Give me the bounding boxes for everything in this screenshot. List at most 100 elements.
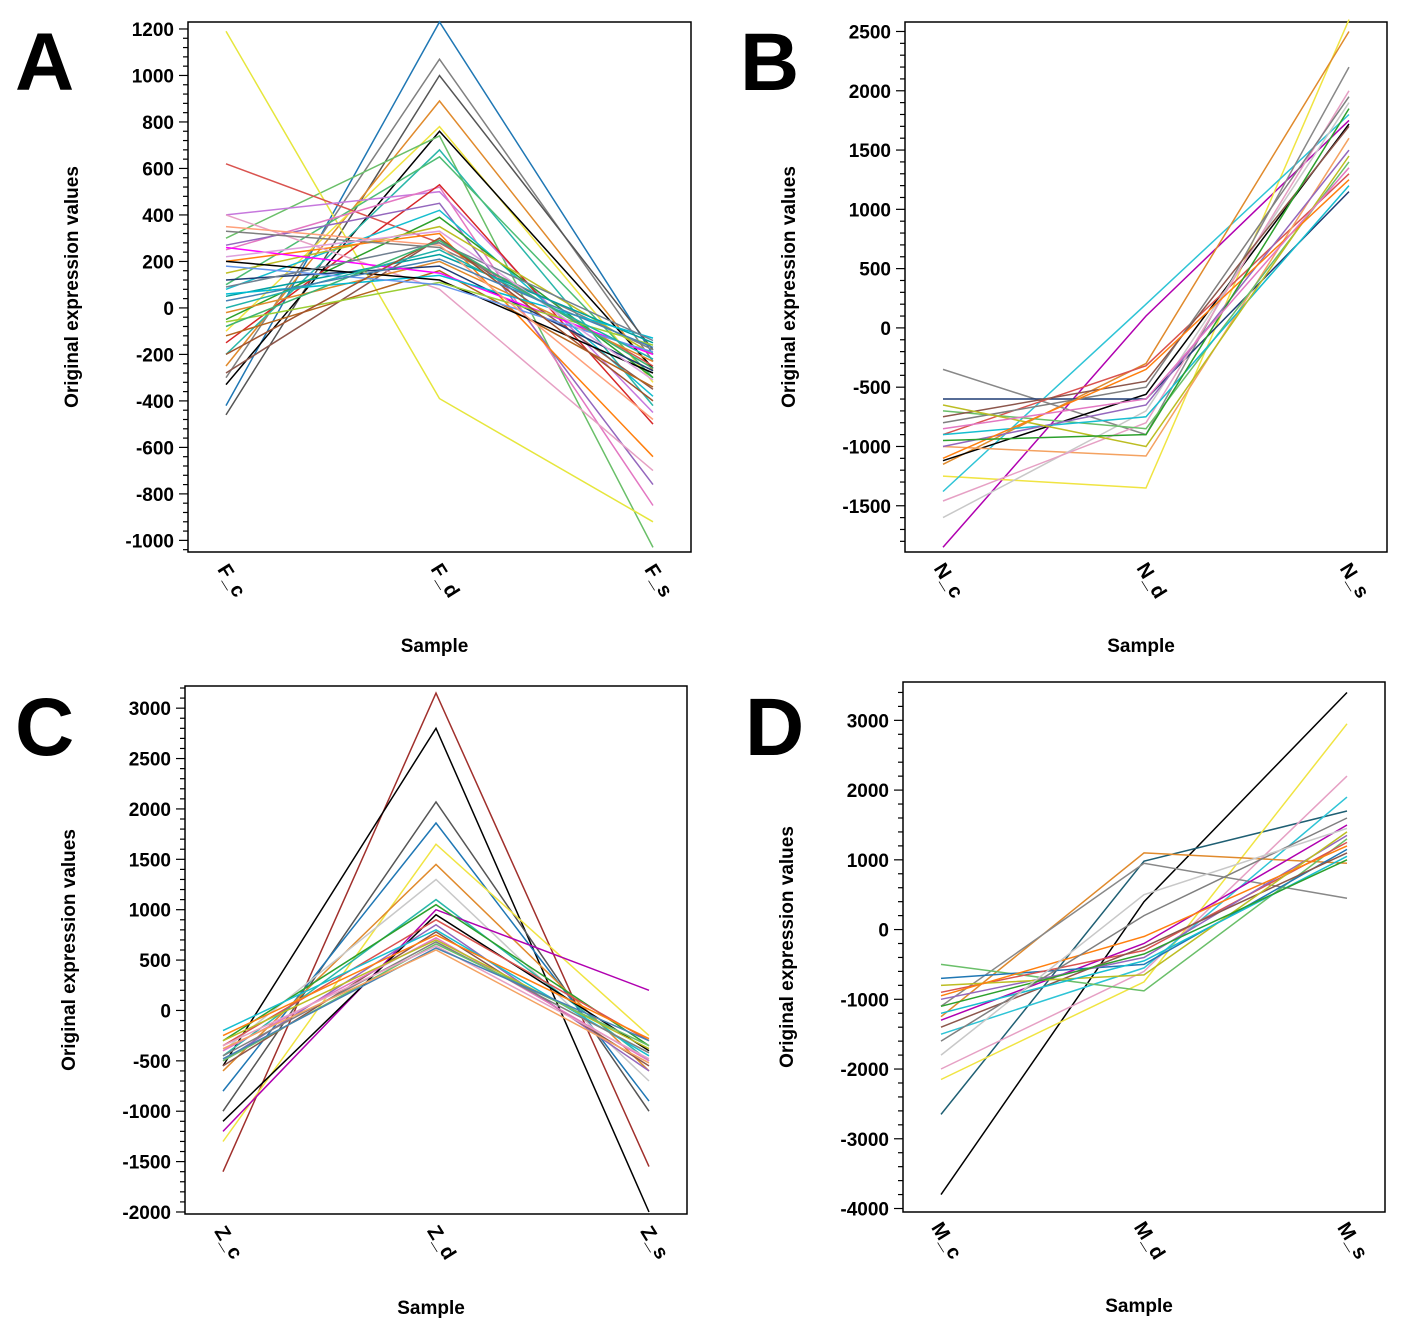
series-line-b-2 [942, 19, 1350, 489]
y-tick-label-b: -1000 [842, 437, 891, 458]
y-axis-title-c: Original expression values [59, 829, 80, 1071]
series-line-a-27 [225, 246, 654, 356]
series-line-a-13 [225, 186, 654, 506]
series-line-d-2 [940, 810, 1348, 1115]
series-line-d-19 [940, 827, 1348, 1056]
series-line-a-32 [225, 225, 654, 421]
series-line-a-23 [225, 253, 654, 344]
series-line-c-23 [222, 949, 650, 1064]
series-line-d-11 [940, 841, 1348, 994]
y-tick-label-b: 1500 [849, 141, 891, 162]
y-tick-label-b: 0 [880, 319, 891, 340]
series-line-b-10 [942, 102, 1350, 519]
panel-letter-a: A [15, 17, 74, 108]
y-tick-label-d: 1000 [847, 851, 889, 872]
y-tick-label-a: -400 [136, 392, 174, 413]
series-line-a-25 [225, 265, 654, 372]
series-line-c-5 [222, 843, 650, 1142]
y-tick-label-d: 2000 [847, 781, 889, 802]
y-tick-label-d: -1000 [840, 990, 889, 1011]
y-tick-label-a: -800 [136, 485, 174, 506]
series-line-b-13 [942, 96, 1350, 424]
series-group-d [940, 691, 1348, 1196]
y-axis-d: 3000 2000 1000 0 -1000 -2000 -3000 -4000 [840, 691, 903, 1221]
series-line-c-2 [222, 726, 650, 1213]
y-tick-label-c: 0 [160, 1001, 171, 1022]
series-line-c-12 [222, 918, 650, 1047]
y-tick-label-b: 2500 [849, 22, 891, 43]
series-line-d-9 [940, 824, 1348, 1021]
series-line-a-19 [225, 232, 654, 458]
y-axis-c: 3000 2500 2000 1500 1000 500 0 -500 -1000 -1500 -2… [122, 687, 185, 1224]
y-tick-label-d: -3000 [840, 1130, 889, 1151]
y-axis-title-b: Original expression values [779, 166, 800, 408]
series-line-c-22 [222, 947, 650, 1060]
y-tick-label-c: 2000 [129, 800, 171, 821]
series-line-c-11 [222, 913, 650, 1122]
y-tick-label-b: -500 [853, 378, 891, 399]
y-tick-label-c: 1500 [129, 850, 171, 871]
series-line-a-26 [225, 269, 654, 388]
series-line-c-14 [222, 928, 650, 1057]
series-line-b-16 [942, 125, 1350, 418]
series-line-d-5 [940, 796, 1348, 1035]
series-group-b [942, 19, 1350, 548]
y-tick-label-d: -4000 [840, 1200, 889, 1221]
series-line-a-37 [225, 239, 654, 370]
series-line-a-8 [225, 30, 654, 523]
series-line-b-4 [942, 31, 1350, 465]
x-axis-title-b: Sample [1107, 636, 1175, 657]
y-tick-label-c: -1000 [122, 1102, 171, 1123]
y-axis-title-a: Original expression values [62, 166, 83, 408]
series-line-a-10 [225, 155, 654, 379]
series-line-d-16 [940, 845, 1348, 997]
series-line-a-36 [225, 230, 654, 381]
y-tick-label-a: 400 [142, 206, 174, 227]
series-line-a-30 [225, 281, 654, 346]
y-axis-title-d: Original expression values [777, 826, 798, 1068]
y-tick-label-a: -600 [136, 438, 174, 459]
series-line-c-10 [222, 903, 650, 1047]
series-line-b-19 [942, 108, 1350, 442]
series-line-a-29 [225, 260, 654, 374]
series-line-d-13 [940, 852, 1348, 1028]
series-line-a-14 [225, 183, 654, 425]
series-line-b-18 [942, 179, 1350, 459]
series-line-c-21 [222, 945, 650, 1060]
y-tick-label-a: 0 [163, 299, 174, 320]
series-line-b-20 [942, 167, 1350, 430]
series-line-d-6 [940, 852, 1348, 1018]
series-line-b-12 [942, 161, 1350, 430]
y-tick-label-c: -1500 [122, 1153, 171, 1174]
series-line-a-15 [225, 202, 654, 486]
series-group-a [225, 20, 654, 548]
series-line-d-10 [940, 848, 1348, 980]
y-tick-label-b: -1500 [842, 497, 891, 518]
series-line-c-9 [222, 908, 650, 1132]
series-line-d-14 [940, 831, 1348, 987]
series-line-d-18 [940, 859, 1348, 1008]
plot-frame-d [902, 681, 1386, 1213]
y-tick-label-a: -200 [136, 345, 174, 366]
series-line-a-3 [225, 74, 654, 416]
y-tick-label-b: 1000 [849, 200, 891, 221]
series-line-c-16 [222, 934, 650, 1040]
y-tick-label-c: 3000 [129, 699, 171, 720]
y-tick-label-a: 1200 [132, 20, 174, 41]
panel-letter-b: B [740, 17, 799, 108]
y-axis-b: 2500 2000 1500 1000 500 0 -500 -1000 -1500 [842, 22, 905, 542]
x-axis-title-d: Sample [1105, 1296, 1173, 1317]
series-line-b-15 [942, 149, 1350, 448]
y-tick-label-a: 1000 [132, 66, 174, 87]
series-line-a-33 [225, 249, 654, 360]
x-axis-title-a: Sample [401, 636, 469, 657]
y-tick-label-c: 500 [139, 951, 171, 972]
y-tick-label-a: -1000 [125, 531, 174, 552]
y-tick-label-d: 0 [878, 921, 889, 942]
series-line-b-11 [942, 90, 1350, 502]
x-axis-title-c: Sample [397, 1298, 465, 1319]
series-line-d-1 [940, 691, 1348, 1196]
